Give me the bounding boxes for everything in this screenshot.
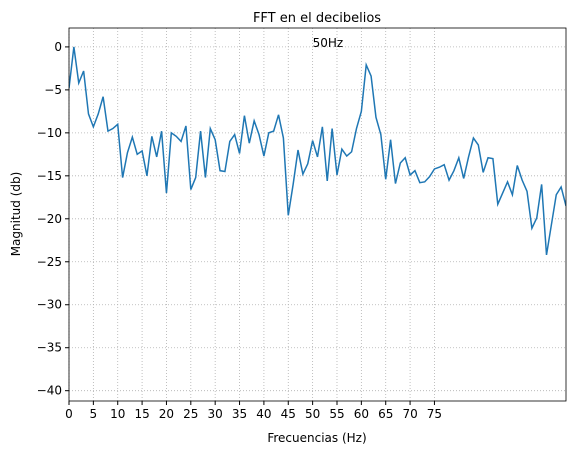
- y-tick-label: −35: [37, 341, 62, 355]
- x-tick-label: 70: [402, 407, 417, 421]
- x-tick-label: 35: [232, 407, 247, 421]
- x-tick-label: 25: [183, 407, 198, 421]
- annotation: 50Hz: [313, 36, 344, 50]
- x-tick-label: 20: [159, 407, 174, 421]
- y-tick-label: −40: [37, 384, 62, 398]
- x-tick-label: 55: [329, 407, 344, 421]
- x-tick-label: 0: [65, 407, 73, 421]
- y-tick-label: −20: [37, 212, 62, 226]
- y-axis-label: Magnitud (db): [9, 172, 23, 257]
- x-tick-label: 60: [354, 407, 369, 421]
- y-tick-label: −25: [37, 255, 62, 269]
- y-tick-label: −10: [37, 126, 62, 140]
- x-tick-label: 30: [208, 407, 223, 421]
- y-tick-label: −5: [44, 83, 62, 97]
- x-tick-label: 50: [305, 407, 320, 421]
- x-tick-label: 15: [134, 407, 149, 421]
- x-tick-label: 5: [90, 407, 98, 421]
- x-tick-label: 40: [256, 407, 271, 421]
- plot-frame: [68, 27, 567, 402]
- x-tick-label: 65: [378, 407, 393, 421]
- y-tick-label: −30: [37, 298, 62, 312]
- data-line: [69, 46, 566, 256]
- y-tick-label: −15: [37, 169, 62, 183]
- x-tick-label: 10: [110, 407, 125, 421]
- x-tick-label: 45: [281, 407, 296, 421]
- chart-title: FFT en el decibelios: [253, 11, 381, 26]
- x-tick-label: 75: [427, 407, 442, 421]
- y-tick-label: 0: [54, 40, 62, 54]
- x-axis-label: Frecuencias (Hz): [267, 431, 366, 445]
